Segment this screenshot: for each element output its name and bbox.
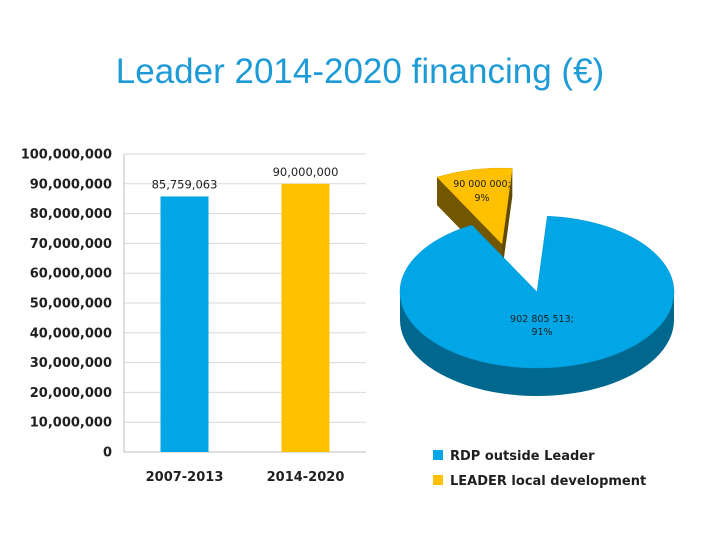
x-category-label: 2007-2013 — [146, 470, 224, 485]
slide-title: Leader 2014-2020 financing (€) — [115, 52, 605, 91]
y-tick-label: 100,000,000 — [21, 148, 112, 163]
pie-slice-wall — [502, 168, 513, 272]
bar-2014-2020 — [281, 183, 330, 453]
y-tick-label: 80,000,000 — [30, 207, 112, 222]
y-tick-label: 90,000,000 — [30, 177, 112, 192]
legend-label: LEADER local development — [450, 474, 646, 489]
pie-slice-top — [436, 167, 513, 245]
y-tick-label: 0 — [103, 446, 112, 461]
pie-label-value: 902 805 513; — [510, 314, 574, 325]
y-tick-label: 10,000,000 — [30, 416, 112, 431]
pie-label-value: 90 000 000; — [453, 179, 511, 190]
y-tick-label: 50,000,000 — [30, 297, 112, 312]
legend-swatch — [433, 450, 443, 460]
bar-chart: 0 10,000,000 20,000,000 30,000,000 40,000,00… — [21, 148, 366, 485]
pie-label-percent: 9% — [474, 193, 489, 204]
bar-data-label: 90,000,000 — [273, 165, 339, 179]
y-tick-label: 30,000,000 — [30, 356, 112, 371]
x-category-label: 2014-2020 — [267, 470, 345, 485]
legend-label: RDP outside Leader — [450, 449, 595, 464]
bar-data-label: 85,759,063 — [152, 177, 218, 191]
y-tick-label: 40,000,000 — [30, 326, 112, 341]
pie-chart: 902 805 513; 91% 90 000 000; 9% — [399, 167, 675, 396]
pie-slice-side — [400, 292, 674, 396]
pie-slice-top — [399, 215, 675, 369]
y-tick-label: 70,000,000 — [30, 237, 112, 252]
bar-2007-2013 — [160, 196, 209, 452]
pie-legend: RDP outside Leader LEADER local developme… — [433, 449, 646, 489]
y-tick-label: 60,000,000 — [30, 267, 112, 282]
pie-label-percent: 91% — [531, 327, 552, 338]
y-tick-label: 20,000,000 — [30, 386, 112, 401]
pie-slice-0 — [399, 215, 675, 396]
legend-swatch — [433, 475, 443, 485]
